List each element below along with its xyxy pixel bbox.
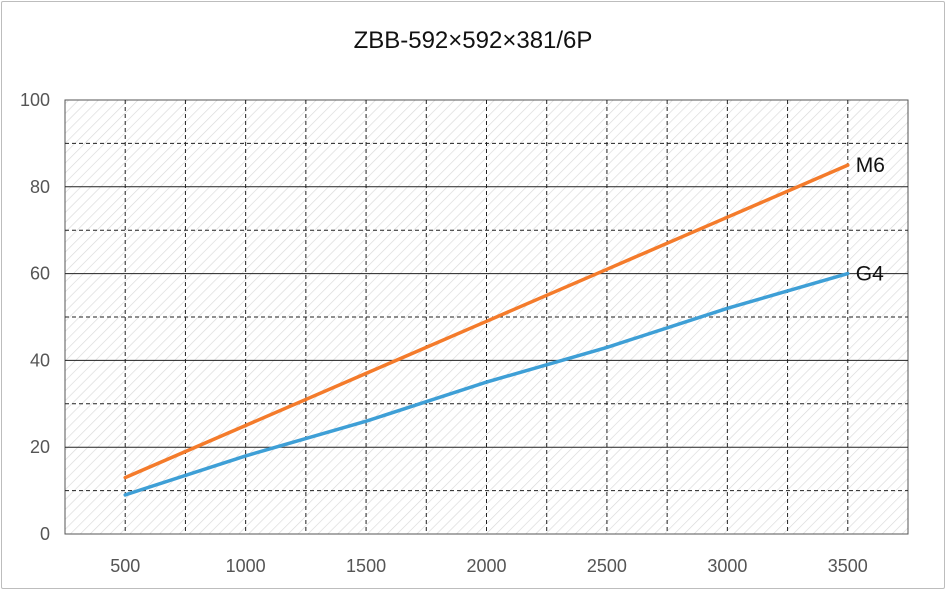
x-tick-label: 500 xyxy=(110,556,140,576)
y-tick-label: 40 xyxy=(30,350,50,370)
x-tick-label: 2500 xyxy=(587,556,627,576)
gridlines xyxy=(65,100,908,534)
x-tick-label: 1500 xyxy=(346,556,386,576)
y-tick-label: 20 xyxy=(30,437,50,457)
x-axis-ticks: 500 1000 1500 2000 2500 3000 3500 xyxy=(110,556,868,576)
x-tick-label: 2000 xyxy=(466,556,506,576)
series-line-m6 xyxy=(123,163,850,480)
series-line-g4 xyxy=(123,271,850,497)
x-tick-label: 3000 xyxy=(707,556,747,576)
series-label-g4: G4 xyxy=(856,263,884,286)
y-tick-label: 80 xyxy=(30,177,50,197)
series-label-m6: M6 xyxy=(856,154,885,177)
x-tick-label: 1000 xyxy=(226,556,266,576)
chart-title: ZBB-592×592×381/6P xyxy=(354,27,593,54)
x-tick-label: 3500 xyxy=(828,556,868,576)
y-tick-label: 0 xyxy=(40,524,50,544)
series-group: M6 G4 xyxy=(123,154,885,497)
y-tick-label: 60 xyxy=(30,264,50,284)
y-axis-ticks: 0 20 40 60 80 100 xyxy=(20,90,50,544)
y-tick-label: 100 xyxy=(20,90,50,110)
